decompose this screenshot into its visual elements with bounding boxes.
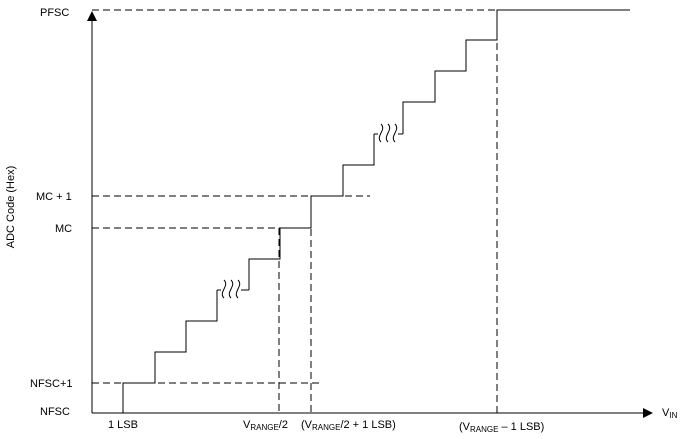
x-label-vrange-half: VRANGE/2 — [243, 419, 288, 432]
y-label-mc-plus-1: MC + 1 — [36, 191, 72, 203]
staircase-lower — [122, 290, 218, 413]
staircase-upper — [402, 9, 630, 134]
y-label-mc: MC — [55, 223, 72, 235]
x-label-1-lsb: 1 LSB — [108, 419, 138, 431]
y-label-nfsc: NFSC — [40, 406, 70, 418]
y-axis-title: ADC Code (Hex) — [5, 166, 17, 249]
upper-break-symbol — [374, 123, 403, 143]
x-axis-vin-label: VIN — [662, 407, 678, 420]
x-label-vrange-half-plus-lsb: (VRANGE/2 + 1 LSB) — [301, 419, 396, 432]
lower-break-symbol — [217, 279, 249, 299]
staircase-middle — [248, 134, 375, 290]
x-label-vrange-minus-lsb: (VRANGE – 1 LSB) — [459, 421, 544, 434]
y-label-nfsc-plus-1: NFSC+1 — [30, 378, 73, 390]
y-label-pfsc: PFSC — [40, 7, 69, 19]
